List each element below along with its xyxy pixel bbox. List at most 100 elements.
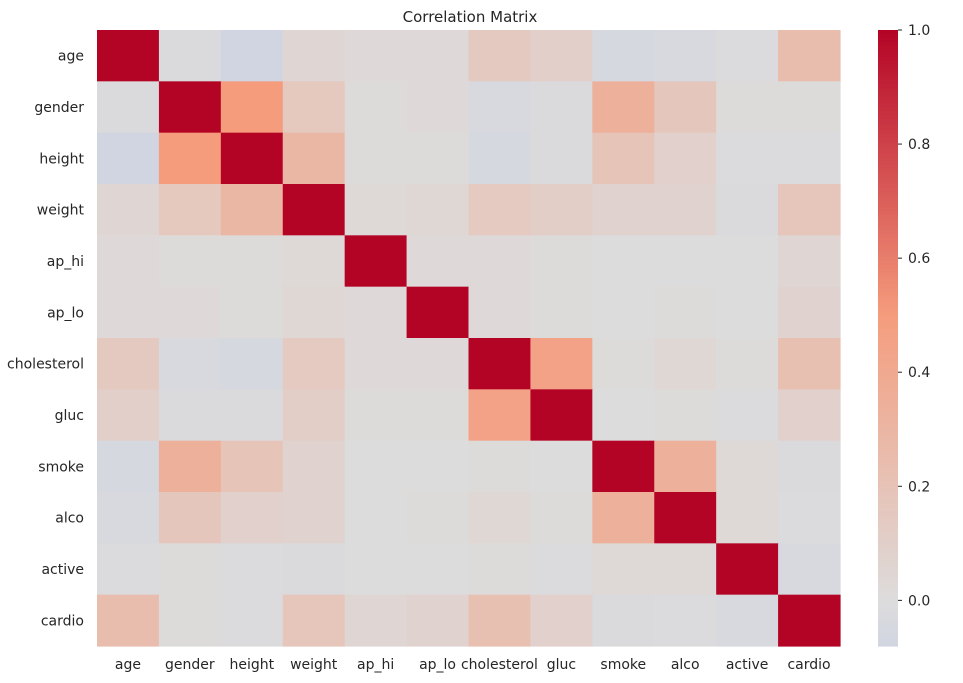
colorbar-segment [878,164,898,170]
heatmap-cell [158,81,222,134]
colorbar-segment [878,168,898,174]
colorbar-segment [878,515,898,520]
colorbar-segment [878,522,898,528]
heatmap-cell [530,132,593,185]
y-tick-label: alco [55,511,84,527]
heatmap-cell [406,389,470,442]
heatmap-cell [778,30,841,82]
y-tick-label: ap_lo [47,305,84,321]
y-tick-label: gluc [55,408,84,424]
colorbar-segment [878,284,898,289]
heatmap-cell [778,286,841,339]
heatmap-cell [344,440,408,493]
colorbar-segment [878,361,898,366]
heatmap-cell [406,132,470,185]
colorbar-segment [878,538,898,543]
colorbar-segment [878,184,898,189]
x-tick-label: gender [165,657,215,673]
colorbar-segment [878,403,898,408]
colorbar-segment [878,210,898,216]
colorbar-segment [878,318,898,324]
colorbar-segment [878,580,898,585]
colorbar-segment [878,207,898,212]
heatmap-cell [220,543,284,596]
colorbar-segment [878,72,898,77]
colorbar-tick-label: 1.0 [908,23,930,39]
x-tick-label: gluc [547,657,576,673]
colorbar-segment [878,457,898,462]
heatmap-cell [468,338,532,390]
heatmap-cell [530,184,593,236]
heatmap-cell [220,286,284,339]
y-axis-labels: age gender height weight ap_hi ap_lo cholester… [7,49,84,630]
colorbar-segment [878,465,898,470]
colorbar-segment [878,542,898,547]
colorbar-segment [878,264,898,270]
heatmap-cell [282,440,346,493]
heatmap-cell [592,492,655,544]
heatmap-cell [468,440,532,493]
colorbar-segment [878,518,898,524]
colorbar-segment [878,584,898,589]
colorbar-segment [878,445,898,451]
colorbar-tick-label: 0.6 [908,251,930,267]
colorbar-segment [878,426,898,431]
heatmap-cell [654,81,717,134]
heatmap-cell [282,492,346,544]
colorbar-segment [878,91,898,97]
colorbar-segment [878,449,898,455]
colorbar-segment [878,110,898,116]
colorbar-segment [878,561,898,566]
colorbar-segment [878,145,898,150]
colorbar-segment [878,380,898,385]
colorbar-segment [878,492,898,497]
colorbar-segment [878,611,898,616]
heatmap-cell [344,132,408,185]
colorbar-segment [878,64,898,70]
colorbar-tick-label: 0.0 [908,593,930,609]
heatmap-cell [282,338,346,390]
colorbar-segment [878,176,898,181]
heatmap-cell [344,492,408,544]
colorbar-segment [878,499,898,505]
heatmap-cell [778,440,841,493]
colorbar-segment [878,249,898,254]
colorbar-segment [878,415,898,420]
heatmap-cell [158,492,222,544]
colorbar-segment [878,468,898,474]
heatmap-cell [158,184,222,236]
colorbar-segment [878,376,898,381]
heatmap-cell [282,543,346,596]
heatmap-cell [97,543,160,596]
colorbar-segment [878,461,898,466]
colorbar-segment [878,619,898,624]
heatmap-cell [344,338,408,390]
heatmap-cell [654,492,717,544]
colorbar-segment [878,130,898,135]
heatmap-cell [158,440,222,493]
x-tick-label: height [229,657,274,673]
colorbar-segment [878,588,898,593]
heatmap-cell [654,440,717,493]
heatmap-cell [406,594,470,647]
colorbar-segment [878,295,898,301]
heatmap-cell [592,30,655,82]
colorbar-segment [878,172,898,177]
colorbar-segment [878,349,898,354]
heatmap-cell [654,132,717,185]
heatmap-cell [406,30,470,82]
colorbar-segment [878,622,898,628]
heatmap-cell [97,492,160,544]
heatmap-cell [406,286,470,339]
x-tick-label: weight [290,657,338,673]
colorbar-segment [878,245,898,251]
colorbar-segment [878,507,898,512]
heatmap-cell [158,338,222,390]
heatmap-cell [158,30,222,82]
heatmap-cell [716,440,779,493]
colorbar-segment [878,526,898,532]
colorbar-segment [878,607,898,612]
heatmap-cell [97,338,160,390]
heatmap-cell [468,492,532,544]
